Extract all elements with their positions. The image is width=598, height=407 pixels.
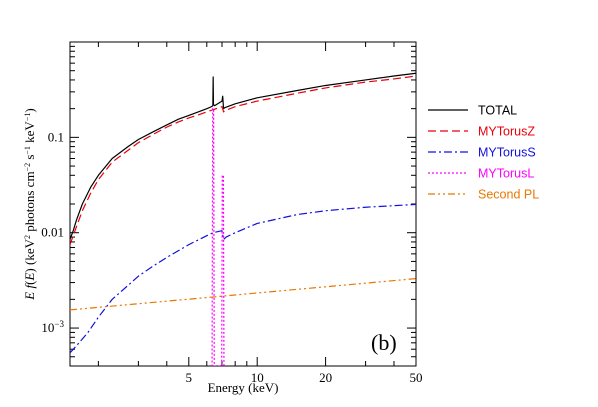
plot-frame bbox=[69, 41, 417, 367]
series-line-mytorusl bbox=[211, 108, 225, 366]
x-axis-ticks: 5 10 20 50 bbox=[97, 42, 423, 385]
legend-label: TOTAL bbox=[478, 104, 517, 118]
x-tick-label: 50 bbox=[410, 370, 423, 385]
x-tick-label: 10 bbox=[251, 370, 264, 385]
series-line-total bbox=[70, 72, 416, 240]
series-line-second-pl bbox=[70, 278, 416, 311]
y-tick-label: 0.1 bbox=[48, 129, 64, 144]
legend-label: MYTorusL bbox=[478, 167, 534, 181]
x-axis-title: Energy (keV) bbox=[208, 380, 279, 395]
legend-label: Second PL bbox=[478, 188, 539, 202]
legend: TOTAL MYTorusZ MYTorusS MYTorusL Second PL bbox=[428, 104, 539, 202]
series-layer bbox=[70, 72, 416, 366]
y-tick-label: 0.01 bbox=[41, 225, 64, 240]
y-tick-label: 10−3 bbox=[41, 319, 64, 335]
y-axis-title: E f(E) (keV2 photons cm−2 s−1 keV−1) bbox=[22, 108, 37, 300]
series-line-mytoruss bbox=[70, 203, 416, 354]
x-tick-label: 5 bbox=[186, 370, 193, 385]
panel-label: (b) bbox=[371, 330, 397, 355]
legend-label: MYTorusS bbox=[478, 146, 536, 160]
legend-label: MYTorusZ bbox=[478, 125, 535, 139]
x-tick-label: 20 bbox=[319, 370, 332, 385]
series-line-mytorusz bbox=[70, 75, 416, 245]
